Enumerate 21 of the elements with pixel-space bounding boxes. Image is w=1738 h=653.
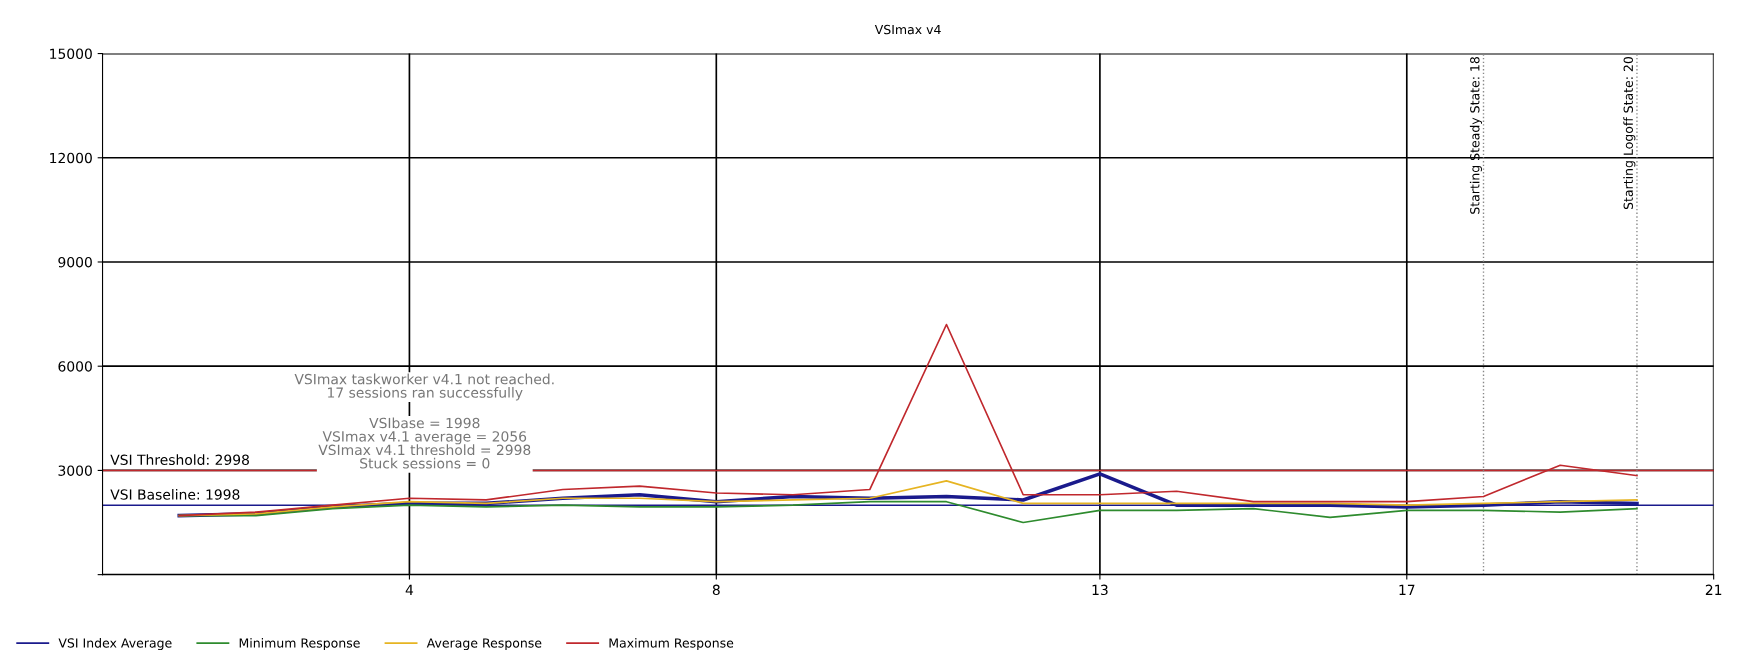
legend-label: VSI Index Average	[58, 638, 172, 651]
y-tick-label: 6000	[58, 361, 92, 372]
x-tick-label: 8	[712, 584, 720, 596]
annotation: VSImax taskworker v4.1 not reached. 17 sessions ran successfully	[294, 373, 554, 401]
x-tick-label: 17	[1399, 584, 1415, 595]
annotation: VSIbase = 1998 VSImax v4.1 average = 2056 VSImax v4.1 threshold = 2998 Stuck sessions = 0	[318, 417, 531, 469]
ref-line-label: VSI Baseline: 1998	[110, 489, 240, 500]
legend-label: Minimum Response	[239, 638, 360, 651]
legend-label: Average Response	[426, 638, 542, 651]
x-tick-label: 13	[1092, 584, 1108, 596]
y-tick-label: 9000	[58, 256, 92, 268]
ref-line-label: VSI Threshold: 2998	[110, 454, 249, 466]
ref-line-label: Starting Steady State: 18	[1469, 57, 1482, 214]
x-tick-label: 21	[1705, 584, 1722, 595]
y-tick-label: 15000	[50, 48, 92, 60]
y-tick-label: 12000	[50, 152, 92, 164]
legend-label: Maximum Response	[609, 638, 734, 651]
x-tick-label: 4	[405, 584, 414, 595]
ref-line-label: Starting Logoff State: 20	[1623, 56, 1636, 210]
chart-title: VSImax v4	[874, 24, 941, 35]
y-tick-label: 3000	[58, 465, 92, 476]
